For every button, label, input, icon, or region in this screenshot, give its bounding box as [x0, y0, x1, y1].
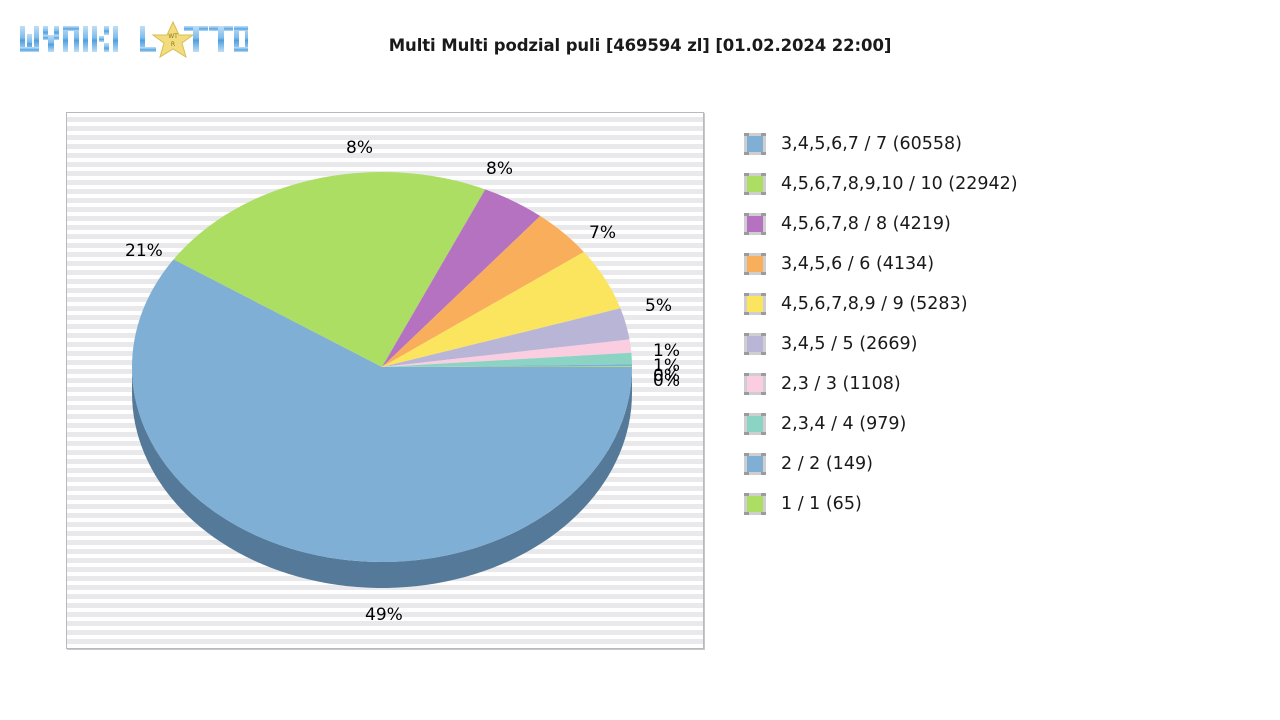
page-title: Multi Multi podzial puli [469594 zl] [01… — [388, 36, 892, 55]
wyniki-lotto-logo[interactable]: WT R — [18, 20, 248, 60]
legend-item[interactable]: 3,4,5,6,7 / 7 (60558) — [744, 124, 1264, 164]
pie-slice[interactable] — [382, 364, 632, 367]
pie-percent-label: 5% — [645, 296, 672, 316]
legend-item[interactable]: 2,3 / 3 (1108) — [744, 364, 1264, 404]
legend-item[interactable]: 2,3,4 / 4 (979) — [744, 404, 1264, 444]
legend-item[interactable]: 4,5,6,7,8,9,10 / 10 (22942) — [744, 164, 1264, 204]
legend-item[interactable]: 4,5,6,7,8 / 8 (4219) — [744, 204, 1264, 244]
legend-color-swatch — [744, 453, 766, 475]
legend-item-label: 4,5,6,7,8 / 8 (4219) — [781, 214, 951, 234]
chart-panel: 8% 8% 7% 5% 1% 1% 0% 0% 21% 49% — [66, 112, 704, 649]
legend-color-swatch — [744, 493, 766, 515]
chart-legend: 3,4,5,6,7 / 7 (60558) 4,5,6,7,8,9,10 / 10… — [744, 124, 1264, 524]
logo-graphic: WT R — [20, 20, 248, 59]
legend-color-swatch — [744, 333, 766, 355]
pie-slice[interactable] — [382, 189, 541, 367]
legend-item[interactable]: 1 / 1 (65) — [744, 484, 1264, 524]
legend-item-label: 4,5,6,7,8,9 / 9 (5283) — [781, 294, 968, 314]
pie-slice[interactable] — [382, 216, 584, 367]
pie-chart — [67, 113, 703, 648]
svg-text:R: R — [171, 41, 175, 48]
pie-percent-label: 7% — [589, 223, 616, 243]
pie-percent-label: 8% — [346, 138, 373, 158]
legend-color-swatch — [744, 373, 766, 395]
legend-color-swatch — [744, 413, 766, 435]
pie-chart-svg — [131, 172, 633, 588]
legend-item[interactable]: 3,4,5,6 / 6 (4134) — [744, 244, 1264, 284]
legend-item[interactable]: 4,5,6,7,8,9 / 9 (5283) — [744, 284, 1264, 324]
legend-item[interactable]: 2 / 2 (149) — [744, 444, 1264, 484]
legend-item-label: 1 / 1 (65) — [781, 494, 862, 514]
legend-item-label: 2,3 / 3 (1108) — [781, 374, 901, 394]
pie-percent-label: 0% — [653, 371, 680, 391]
pie-slice[interactable] — [131, 259, 632, 563]
pie-percent-label: 8% — [486, 159, 513, 179]
legend-item-label: 2 / 2 (149) — [781, 454, 873, 474]
chart-plot-area: 8% 8% 7% 5% 1% 1% 0% 0% 21% 49% — [67, 113, 703, 648]
svg-text:WT: WT — [168, 33, 178, 40]
legend-item-label: 4,5,6,7,8,9,10 / 10 (22942) — [781, 174, 1018, 194]
star-icon: WT R — [151, 20, 195, 59]
legend-color-swatch — [744, 253, 766, 275]
pie-slice[interactable] — [382, 339, 632, 367]
pie-percent-label: 1% — [653, 341, 680, 361]
legend-item-label: 3,4,5,6,7 / 7 (60558) — [781, 134, 962, 154]
legend-item-label: 3,4,5 / 5 (2669) — [781, 334, 918, 354]
legend-item-label: 3,4,5,6 / 6 (4134) — [781, 254, 935, 274]
pie-slice[interactable] — [382, 251, 621, 367]
pie-slice[interactable] — [382, 308, 630, 367]
legend-item[interactable]: 3,4,5 / 5 (2669) — [744, 324, 1264, 364]
pie-percent-label: 49% — [365, 605, 403, 625]
legend-color-swatch — [744, 213, 766, 235]
legend-color-swatch — [744, 293, 766, 315]
pie-percent-label: 0% — [653, 366, 680, 386]
pie-slices — [131, 172, 633, 563]
legend-color-swatch — [744, 173, 766, 195]
pie-slice[interactable] — [173, 172, 486, 367]
legend-item-label: 2,3,4 / 4 (979) — [781, 414, 907, 434]
pie-percent-label: 21% — [125, 241, 163, 261]
pie-slice[interactable] — [382, 352, 632, 367]
pie-percent-label: 1% — [653, 356, 680, 376]
legend-color-swatch — [744, 133, 766, 155]
logo-wordmark — [20, 26, 248, 52]
